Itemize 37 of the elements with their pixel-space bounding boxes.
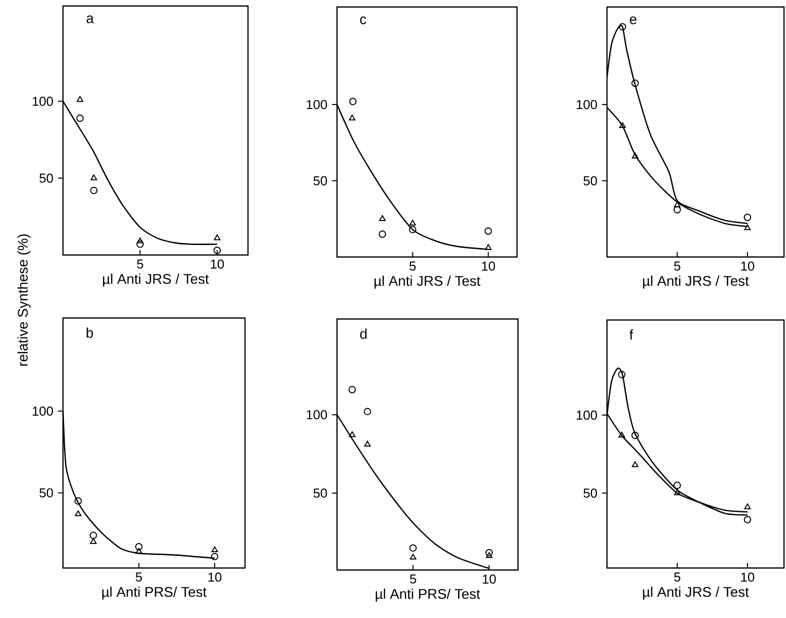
y-tick-label: 50 [314, 488, 327, 498]
y-tick-label: 50 [584, 488, 597, 498]
x-axis-title: µl Anti JRS / Test [374, 276, 480, 289]
y-tick-label: 50 [40, 488, 53, 498]
x-axis-title: µl Anti PRS/ Test [376, 588, 480, 602]
x-tick-label: 5 [136, 572, 142, 582]
y-tick-label: 50 [584, 176, 597, 186]
x-tick-label: 5 [410, 262, 416, 271]
x-axis-title: µl Anti JRS / Test [643, 276, 749, 289]
x-tick-label: 10 [482, 262, 495, 271]
y-tick-label: 100 [306, 100, 327, 110]
y-tick-label: 100 [32, 96, 53, 106]
x-axis-title: µl Anti PRS/ Test [102, 586, 207, 600]
text: f [629, 329, 634, 340]
text: b [86, 328, 93, 338]
y-axis-title: relative Synthese (%) [17, 234, 30, 366]
x-tick-label: 5 [136, 260, 144, 269]
y-tick-label: 100 [306, 410, 327, 420]
x-tick-label: 10 [210, 260, 224, 269]
chart-title: e [630, 16, 636, 24]
x-tick-label: 5 [674, 262, 680, 271]
x-axis-title: µl Anti JRS / Test [103, 274, 209, 287]
y-tick-label: 50 [314, 176, 327, 186]
x-axis-title: µl Anti JRS / Test [643, 586, 749, 600]
y-tick-label: 50 [40, 174, 53, 183]
x-tick-label: 10 [741, 262, 754, 271]
x-tick-label: 10 [482, 574, 496, 584]
x-tick-label: 5 [410, 574, 416, 584]
y-tick-label: 100 [32, 406, 53, 416]
chart-title: a [86, 15, 94, 24]
x-tick-label: 5 [674, 572, 680, 582]
y-tick-label: 100 [576, 410, 597, 420]
x-tick-label: 10 [741, 572, 754, 582]
y-tick-label: 100 [576, 100, 597, 110]
text: d [360, 328, 367, 339]
x-tick-label: 10 [208, 572, 222, 582]
chart-title: c [360, 16, 366, 24]
